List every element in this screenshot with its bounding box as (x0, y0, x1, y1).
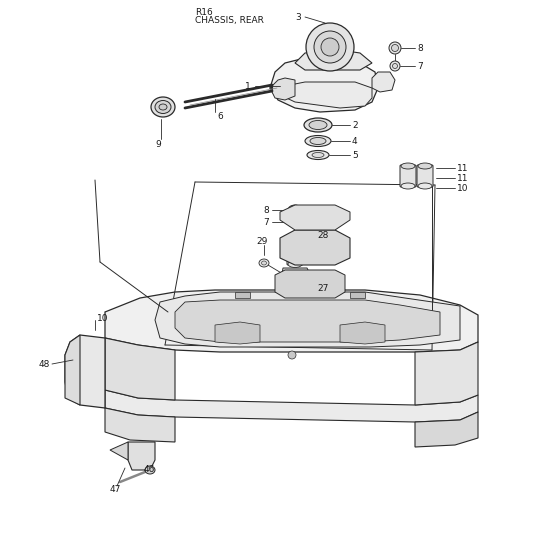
Text: 5: 5 (352, 151, 358, 160)
Text: 6: 6 (217, 111, 223, 120)
Ellipse shape (401, 163, 415, 169)
Text: 28: 28 (317, 231, 328, 240)
Ellipse shape (291, 219, 299, 225)
Polygon shape (270, 78, 295, 100)
Ellipse shape (389, 42, 401, 54)
Polygon shape (105, 408, 175, 442)
Circle shape (314, 31, 346, 63)
Polygon shape (105, 390, 478, 422)
Polygon shape (415, 412, 478, 447)
FancyBboxPatch shape (287, 239, 303, 265)
Polygon shape (350, 292, 365, 298)
FancyBboxPatch shape (286, 279, 304, 291)
Ellipse shape (155, 100, 171, 114)
Ellipse shape (305, 136, 331, 147)
Polygon shape (215, 322, 260, 344)
Ellipse shape (309, 120, 327, 129)
Polygon shape (105, 290, 478, 352)
Text: 9: 9 (155, 139, 161, 148)
Ellipse shape (288, 260, 302, 268)
Polygon shape (282, 268, 310, 280)
Polygon shape (110, 442, 128, 460)
Text: 47: 47 (109, 484, 121, 493)
Ellipse shape (307, 151, 329, 160)
Text: 1: 1 (245, 82, 251, 91)
Ellipse shape (259, 259, 269, 267)
Text: 48: 48 (39, 360, 50, 368)
Text: CHASSIS, REAR: CHASSIS, REAR (195, 16, 264, 25)
Polygon shape (415, 342, 478, 405)
Ellipse shape (391, 44, 399, 52)
Circle shape (306, 23, 354, 71)
Text: 46: 46 (144, 465, 155, 474)
Ellipse shape (393, 63, 398, 68)
Ellipse shape (262, 261, 267, 265)
Text: 4: 4 (352, 137, 358, 146)
Text: 7: 7 (417, 62, 423, 71)
Polygon shape (280, 205, 350, 230)
Polygon shape (275, 270, 345, 298)
Polygon shape (155, 292, 460, 347)
Ellipse shape (304, 118, 332, 132)
Text: 8: 8 (417, 44, 423, 53)
Circle shape (288, 351, 296, 359)
Ellipse shape (418, 163, 432, 169)
FancyBboxPatch shape (417, 165, 433, 187)
Text: 3: 3 (295, 12, 301, 21)
Ellipse shape (288, 217, 302, 227)
Polygon shape (105, 338, 175, 400)
Text: 29: 29 (256, 236, 268, 245)
Ellipse shape (145, 466, 155, 474)
Polygon shape (270, 58, 378, 112)
Ellipse shape (310, 138, 326, 144)
Text: 11: 11 (457, 164, 469, 172)
Polygon shape (235, 292, 250, 298)
Polygon shape (175, 300, 440, 342)
Ellipse shape (312, 152, 324, 157)
Ellipse shape (390, 61, 400, 71)
Text: 27: 27 (317, 283, 328, 292)
Text: 7: 7 (263, 217, 269, 226)
Polygon shape (372, 72, 395, 92)
Ellipse shape (291, 207, 299, 213)
Polygon shape (295, 50, 372, 70)
Text: 2: 2 (352, 120, 358, 129)
FancyBboxPatch shape (400, 165, 416, 187)
Ellipse shape (151, 97, 175, 117)
Ellipse shape (159, 104, 167, 110)
Text: 10: 10 (457, 184, 469, 193)
Polygon shape (278, 82, 372, 108)
Ellipse shape (288, 236, 302, 244)
Polygon shape (65, 335, 80, 405)
Ellipse shape (418, 183, 432, 189)
Circle shape (321, 38, 339, 56)
Polygon shape (128, 442, 155, 470)
Text: R16: R16 (195, 7, 213, 16)
Polygon shape (280, 230, 350, 265)
Polygon shape (65, 335, 105, 408)
Ellipse shape (288, 205, 302, 215)
Text: 10: 10 (97, 314, 109, 323)
Polygon shape (340, 322, 385, 344)
Text: 8: 8 (263, 206, 269, 214)
Text: 11: 11 (457, 174, 469, 183)
Ellipse shape (401, 183, 415, 189)
